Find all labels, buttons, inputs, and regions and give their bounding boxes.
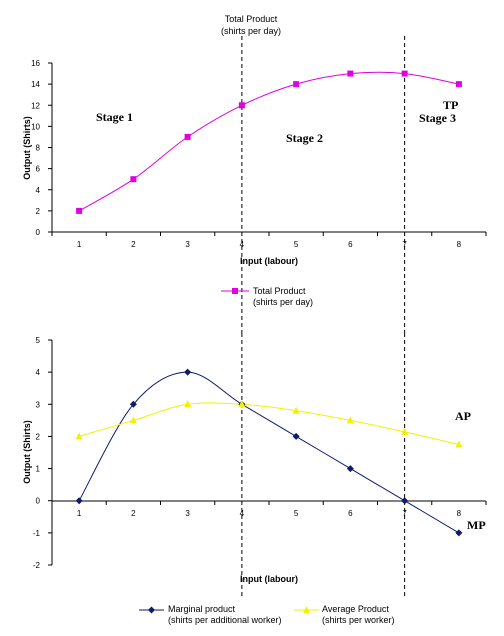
- ap-curve-label: AP: [455, 409, 471, 423]
- top-y-axis-title: Output (Shirts): [22, 116, 32, 180]
- stage-2-label: Stage 2: [286, 131, 323, 145]
- bottom-x-axis-title: Input (labour): [240, 574, 298, 584]
- data-point-marker: [401, 497, 409, 505]
- x-tick-label: 7: [402, 240, 407, 249]
- x-tick-label: 3: [185, 509, 190, 518]
- data-point-marker: [75, 497, 83, 505]
- y-tick-label: 2: [36, 207, 41, 216]
- stage-1-label: Stage 1: [96, 110, 133, 124]
- data-point-marker: [346, 416, 354, 424]
- y-tick-label: 8: [36, 144, 41, 153]
- data-point-marker: [401, 427, 409, 435]
- data-point-marker: [347, 70, 354, 77]
- y-tick-label: -1: [33, 529, 41, 538]
- y-tick-label: 4: [36, 186, 41, 195]
- data-point-marker: [401, 70, 408, 77]
- data-point-marker: [455, 529, 463, 537]
- bottom-y-axis-title: Output (Shirts): [22, 420, 32, 484]
- data-point-marker: [238, 102, 245, 109]
- x-tick-label: 6: [348, 509, 353, 518]
- x-tick-label: 1: [77, 240, 82, 249]
- y-tick-label: 3: [36, 400, 41, 409]
- data-point-marker: [293, 81, 300, 88]
- x-tick-label: 4: [240, 240, 245, 249]
- data-point-marker: [455, 81, 462, 88]
- data-point-marker: [184, 133, 191, 140]
- tp-curve-label: TP: [443, 98, 458, 112]
- total-product-line: [78, 71, 459, 212]
- stage-3-label: Stage 3: [419, 111, 456, 125]
- data-point-marker: [238, 400, 246, 408]
- y-tick-label: 5: [36, 336, 41, 345]
- data-point-marker: [184, 400, 192, 408]
- x-tick-label: 8: [457, 509, 462, 518]
- x-tick-label: 8: [457, 240, 462, 249]
- data-point-marker: [292, 406, 300, 414]
- mp-curve-label: MP: [467, 518, 486, 532]
- mp-legend-label-1: Marginal product: [168, 604, 236, 614]
- data-point-marker: [129, 416, 137, 424]
- y-tick-label: 6: [36, 165, 41, 174]
- x-tick-label: 3: [185, 240, 190, 249]
- x-tick-label: 6: [348, 240, 353, 249]
- x-tick-label: 1: [77, 509, 82, 518]
- mp-legend-marker: [148, 606, 155, 614]
- y-tick-label: 0: [36, 228, 41, 237]
- header-line1: Total Product: [225, 14, 278, 24]
- y-tick-label: 14: [31, 80, 40, 89]
- ap-legend-label-1: Average Product: [322, 604, 389, 614]
- header-line2: (shirts per day): [221, 26, 281, 36]
- ap-legend-label-2: (shirts per worker): [322, 615, 395, 625]
- top-legend-label-2: (shirts per day): [253, 297, 313, 307]
- y-tick-label: -2: [33, 561, 41, 570]
- x-tick-label: 2: [131, 240, 136, 249]
- data-point-marker: [76, 207, 83, 214]
- x-tick-label: 4: [240, 509, 245, 518]
- average-product-line: [78, 402, 460, 445]
- top-legend: Total Product (shirts per day): [221, 286, 313, 307]
- y-tick-label: 12: [31, 101, 40, 110]
- top-legend-label-1: Total Product: [253, 286, 306, 296]
- y-tick-label: 2: [36, 432, 41, 441]
- data-point-marker: [184, 368, 192, 376]
- x-tick-label: 2: [131, 509, 136, 518]
- data-point-marker: [292, 432, 300, 440]
- y-tick-label: 4: [36, 368, 41, 377]
- y-tick-label: 16: [31, 59, 40, 68]
- top-legend-marker: [232, 288, 238, 294]
- x-tick-label: 5: [294, 240, 299, 249]
- y-tick-label: 1: [36, 465, 41, 474]
- data-point-marker: [130, 176, 137, 183]
- data-point-marker: [129, 400, 137, 408]
- data-point-marker: [346, 465, 354, 473]
- x-tick-label: 7: [402, 509, 407, 518]
- ap-legend-marker: [303, 606, 310, 613]
- x-tick-label: 5: [294, 509, 299, 518]
- mp-legend-label-2: (shirts per additional worker): [168, 615, 282, 625]
- y-tick-label: 0: [36, 497, 41, 506]
- data-point-marker: [455, 440, 463, 448]
- top-x-axis-title: Input (labour): [240, 256, 298, 266]
- data-point-marker: [75, 432, 83, 440]
- marginal-average-product-chart: -2 -1 0 1 2 3 4 5 1 2 3 4 5 6 7 8 Input (labour) Output…: [22, 333, 487, 625]
- bottom-legend: Marginal product (shirts per additional …: [139, 604, 395, 625]
- y-tick-label: 10: [31, 122, 40, 131]
